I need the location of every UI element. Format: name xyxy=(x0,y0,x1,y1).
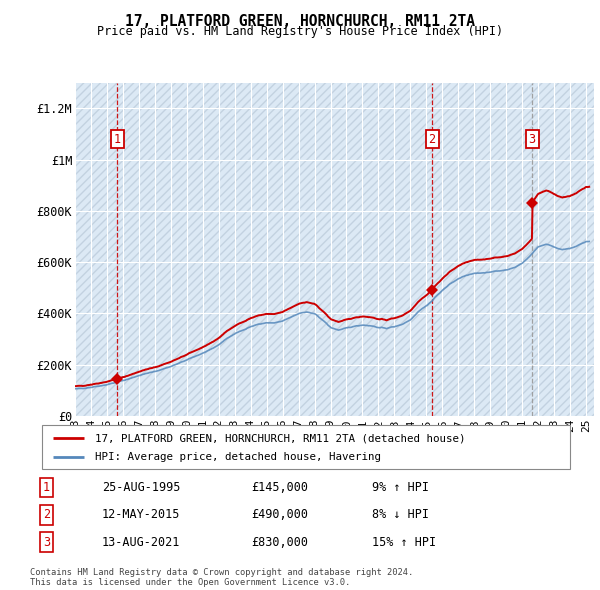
Text: 1: 1 xyxy=(114,133,121,146)
Text: Contains HM Land Registry data © Crown copyright and database right 2024.: Contains HM Land Registry data © Crown c… xyxy=(30,568,413,576)
Text: £830,000: £830,000 xyxy=(251,536,308,549)
Text: £145,000: £145,000 xyxy=(251,481,308,494)
Bar xyxy=(75,83,594,416)
Text: 17, PLATFORD GREEN, HORNCHURCH, RM11 2TA (detached house): 17, PLATFORD GREEN, HORNCHURCH, RM11 2TA… xyxy=(95,433,466,443)
Text: 3: 3 xyxy=(43,536,50,549)
Text: 2: 2 xyxy=(43,508,50,522)
Text: 1: 1 xyxy=(43,481,50,494)
Text: This data is licensed under the Open Government Licence v3.0.: This data is licensed under the Open Gov… xyxy=(30,578,350,587)
Text: 2: 2 xyxy=(428,133,436,146)
Text: HPI: Average price, detached house, Havering: HPI: Average price, detached house, Have… xyxy=(95,452,381,461)
Text: 17, PLATFORD GREEN, HORNCHURCH, RM11 2TA: 17, PLATFORD GREEN, HORNCHURCH, RM11 2TA xyxy=(125,14,475,28)
Text: 13-AUG-2021: 13-AUG-2021 xyxy=(102,536,180,549)
Text: Price paid vs. HM Land Registry's House Price Index (HPI): Price paid vs. HM Land Registry's House … xyxy=(97,25,503,38)
Text: 9% ↑ HPI: 9% ↑ HPI xyxy=(372,481,429,494)
Text: £490,000: £490,000 xyxy=(251,508,308,522)
Text: 25-AUG-1995: 25-AUG-1995 xyxy=(102,481,180,494)
Text: 15% ↑ HPI: 15% ↑ HPI xyxy=(372,536,436,549)
Text: 12-MAY-2015: 12-MAY-2015 xyxy=(102,508,180,522)
Text: 8% ↓ HPI: 8% ↓ HPI xyxy=(372,508,429,522)
Text: 3: 3 xyxy=(529,133,536,146)
